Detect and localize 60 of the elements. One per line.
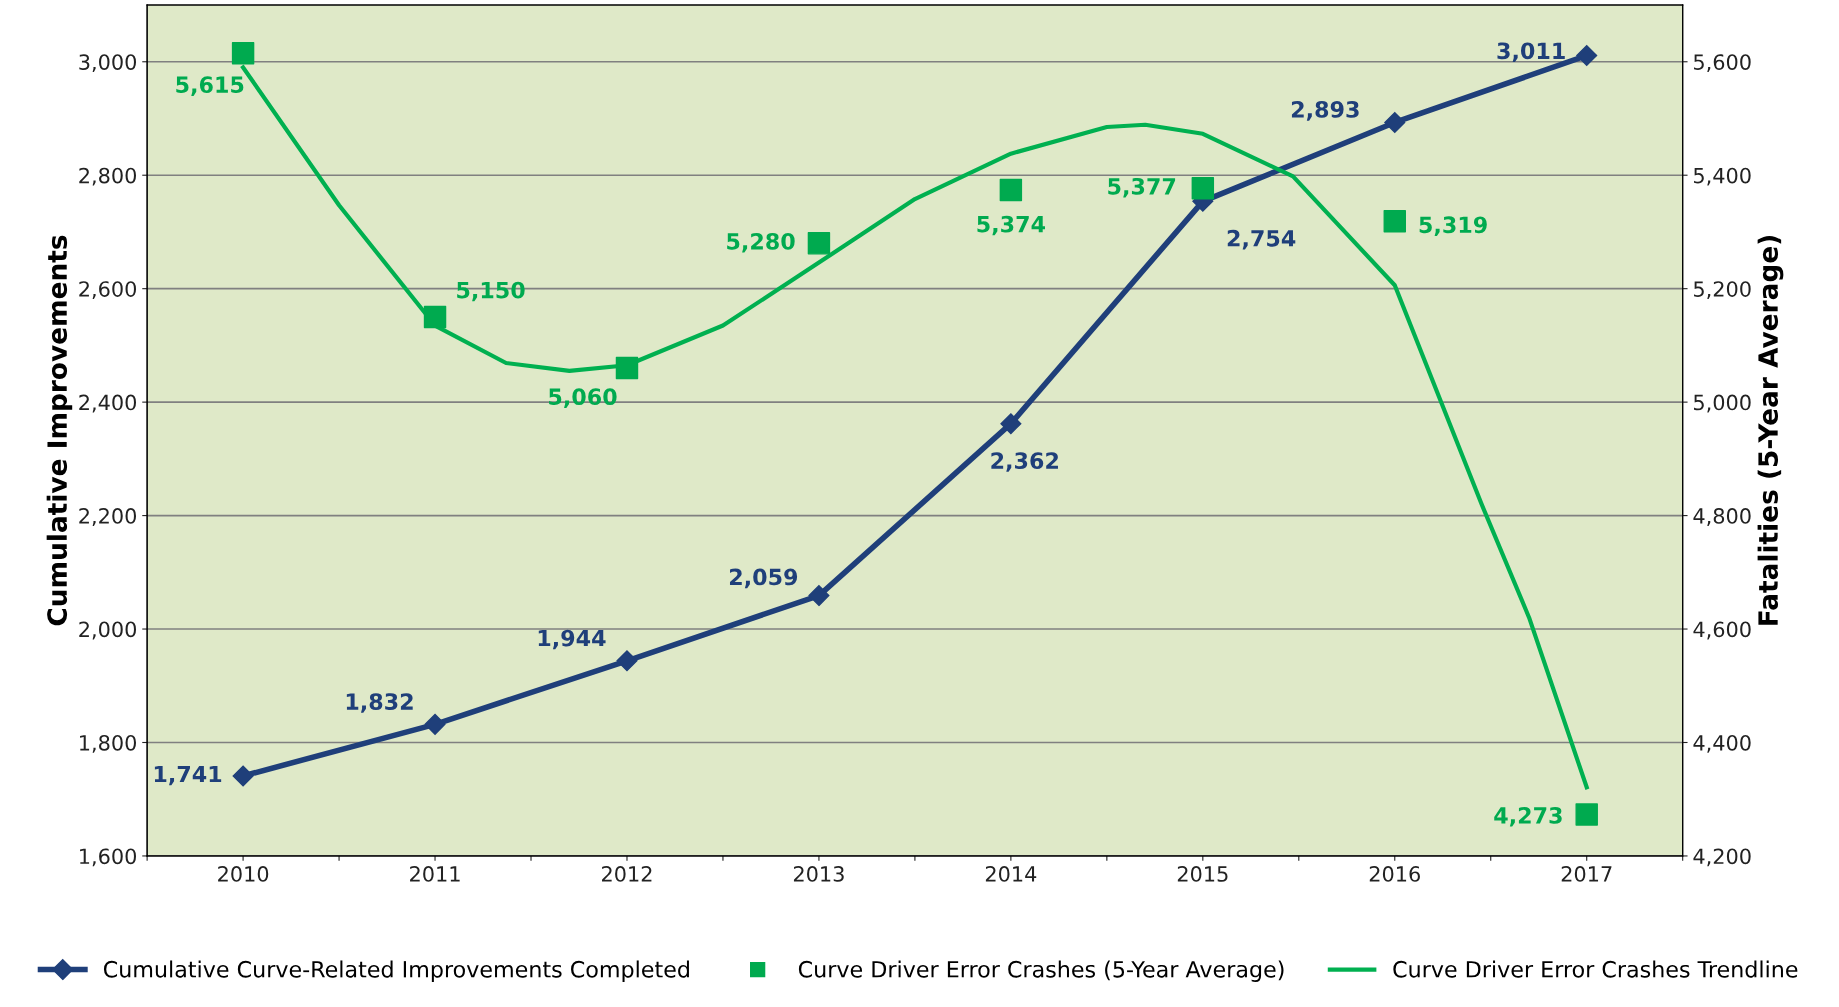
y2-axis-title: Fatalities (5-Year Average) — [1757, 235, 1784, 625]
data-label: 2,362 — [991, 452, 1058, 472]
x-tick-label: 2012 — [602, 866, 652, 882]
x-tick-label: 2013 — [793, 866, 844, 882]
y-tick-label: 2,200 — [79, 508, 137, 526]
y-tick-label: 1,600 — [80, 848, 137, 867]
point — [1384, 111, 1406, 133]
y-tick-label: 3,000 — [79, 54, 137, 73]
y2-tick-label: 5,200 — [1694, 281, 1751, 300]
x-tick-label: 2011 — [410, 866, 460, 882]
point — [999, 178, 1023, 202]
point — [1575, 803, 1598, 826]
legend-label: Curve Driver Error Crashes (5-Year Average) — [798, 960, 1284, 982]
y-tick-label: 2,400 — [79, 394, 137, 413]
legend-label: Curve Driver Error Crashes Trendline — [1393, 960, 1798, 978]
y2-tick-label: 4,600 — [1693, 621, 1751, 640]
y-tick-label: 2,600 — [79, 281, 137, 300]
data-label: 4,273 — [1494, 806, 1562, 827]
point — [424, 713, 446, 735]
point — [231, 42, 255, 65]
x-tick-label: 2014 — [985, 866, 1037, 882]
x-tick-label: 2010 — [218, 866, 269, 882]
y2-tick-label: 4,800 — [1693, 508, 1751, 526]
legend-label: Cumulative Curve-Related Improvements Completed — [103, 960, 689, 982]
data-label: 5,374 — [977, 215, 1045, 236]
data-label: 3,011 — [1497, 42, 1565, 63]
x-tick-label: 2015 — [1177, 866, 1228, 882]
y-tick-label: 2,800 — [79, 167, 137, 186]
data-label: 1,944 — [538, 629, 606, 650]
y-tick-label: 2,000 — [79, 621, 137, 640]
data-label: 5,615 — [176, 76, 244, 96]
point — [807, 232, 831, 255]
data-label: 1,741 — [154, 765, 222, 786]
y2-tick-label: 5,600 — [1694, 54, 1751, 73]
point — [423, 305, 447, 329]
y2-tick-label: 4,400 — [1693, 734, 1751, 753]
data-label: 5,377 — [1108, 177, 1176, 198]
y2-tick-label: 5,000 — [1694, 394, 1751, 413]
data-label: 2,059 — [729, 568, 798, 589]
data-label: 5,319 — [1419, 216, 1487, 237]
data-label: 2,893 — [1291, 100, 1359, 121]
y2-tick-label: 5,400 — [1694, 167, 1751, 186]
point — [615, 356, 639, 380]
point — [1000, 413, 1022, 435]
y2-tick-label: 4,200 — [1693, 848, 1751, 867]
point — [1191, 177, 1215, 200]
y-axis-title: Cumulative Improvements — [46, 235, 73, 626]
x-tick-label: 2017 — [1561, 866, 1612, 882]
data-label: 5,280 — [727, 232, 795, 253]
point — [1576, 45, 1598, 67]
point — [616, 650, 638, 672]
y-tick-label: 1,800 — [80, 734, 137, 753]
data-label: 1,832 — [346, 693, 413, 713]
point — [1383, 209, 1406, 233]
data-label: 5,150 — [457, 281, 525, 302]
point — [808, 585, 830, 607]
data-label: 2,754 — [1227, 229, 1296, 250]
point — [232, 765, 254, 787]
data-label: 5,060 — [549, 388, 617, 408]
x-tick-label: 2016 — [1369, 866, 1420, 882]
